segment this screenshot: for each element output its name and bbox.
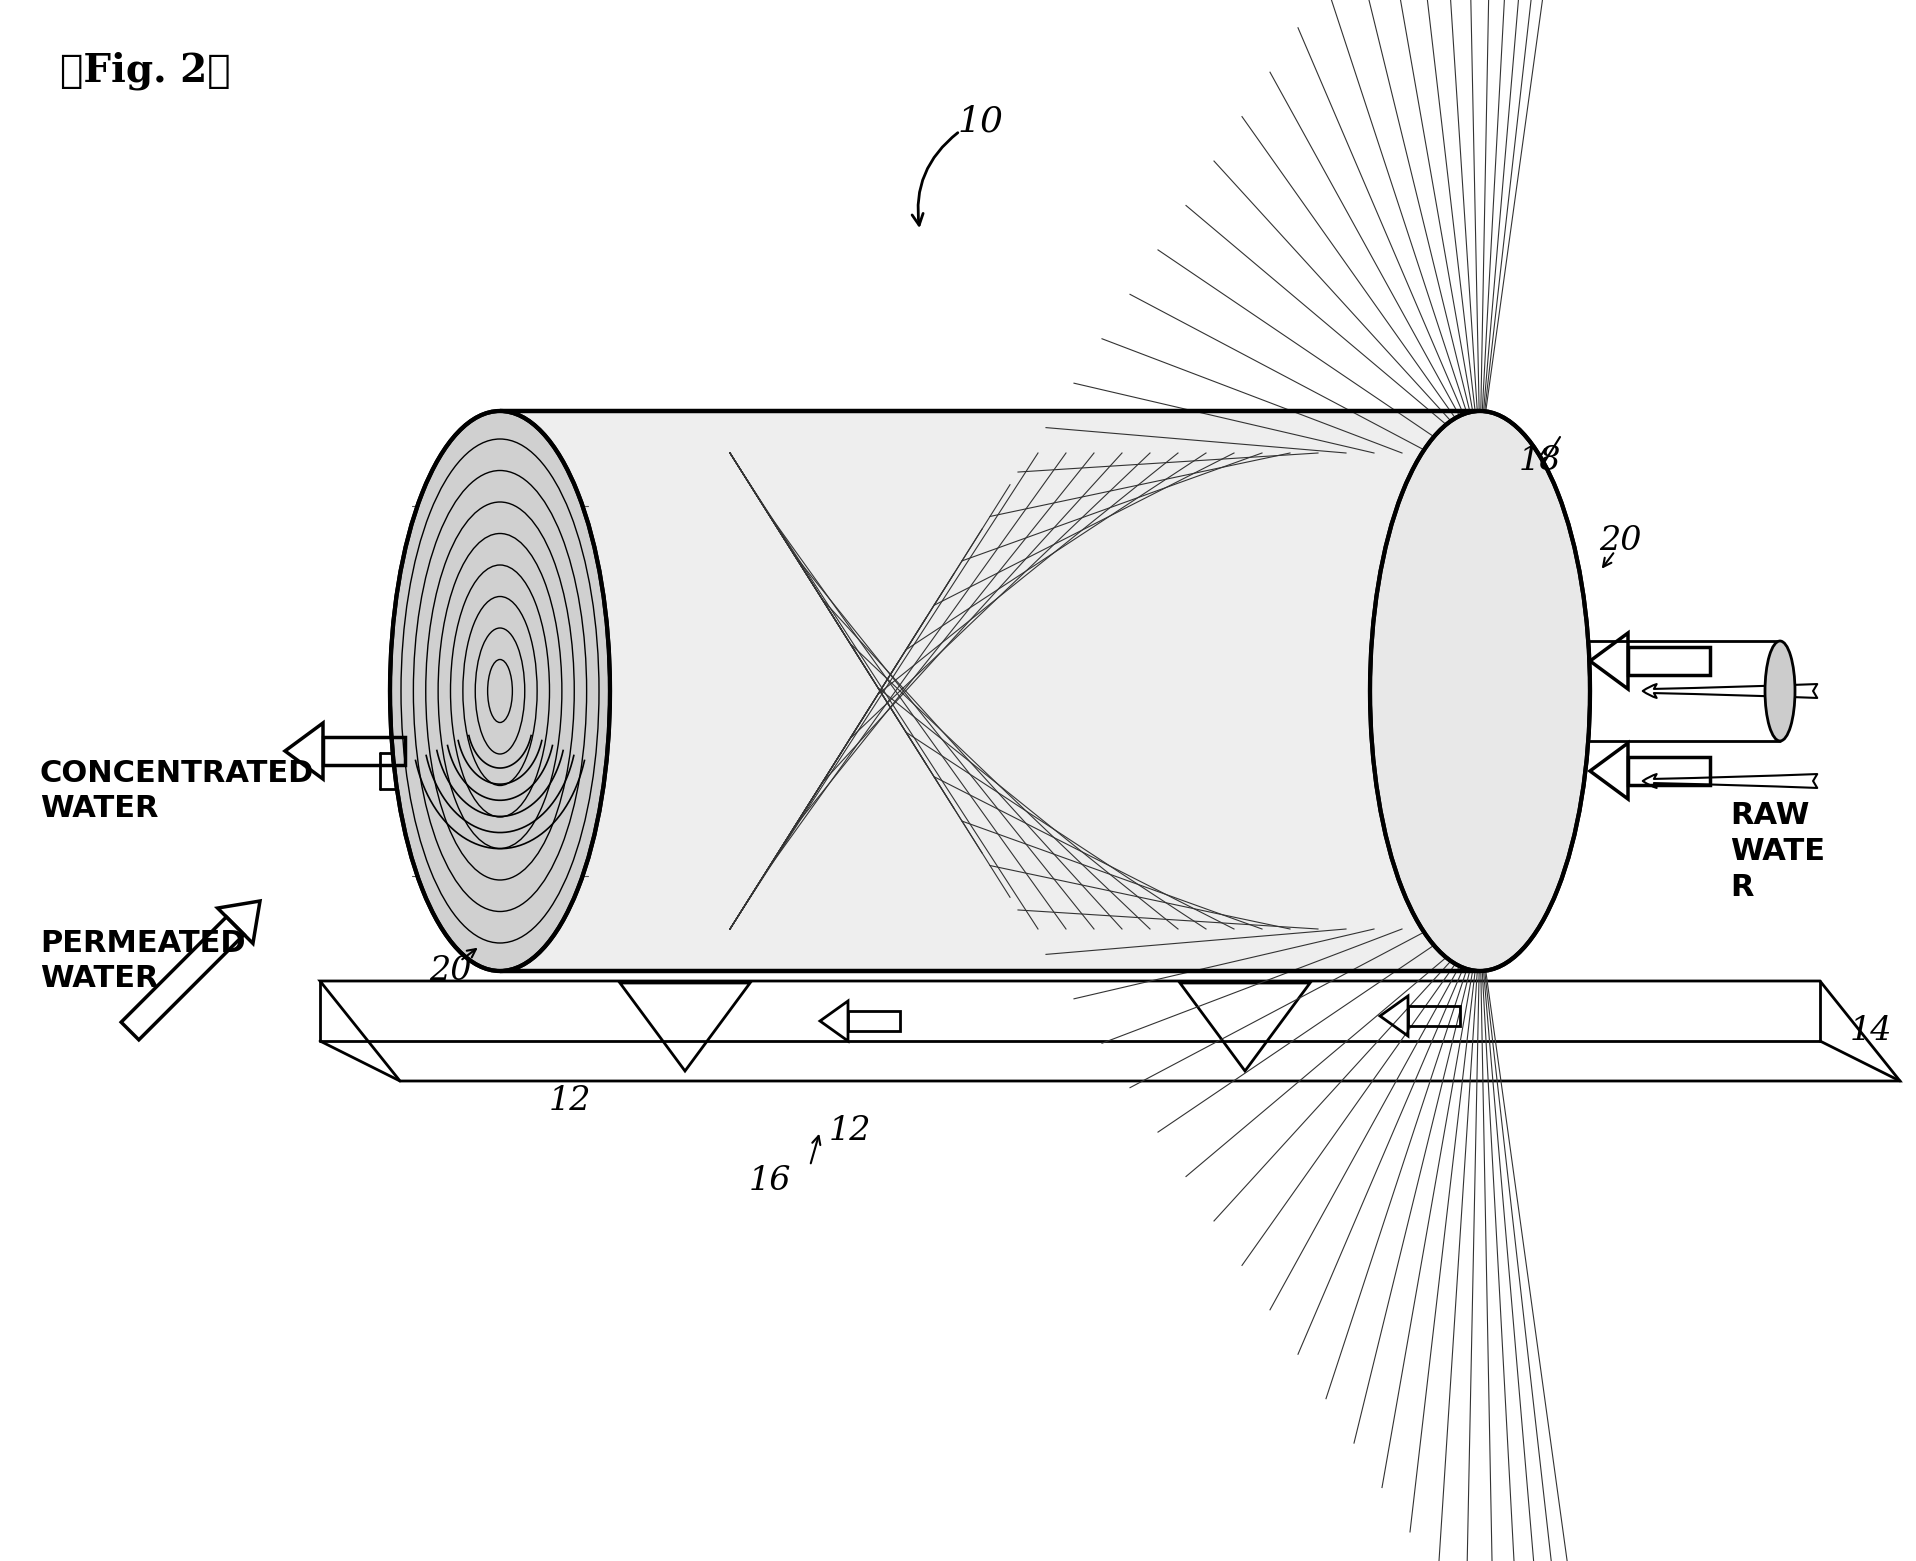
- Text: 【Fig. 2】: 【Fig. 2】: [59, 52, 230, 89]
- Text: 12: 12: [830, 1115, 872, 1147]
- Ellipse shape: [1765, 642, 1795, 741]
- Ellipse shape: [1370, 411, 1590, 971]
- Text: 14: 14: [1851, 1015, 1893, 1047]
- Text: 16: 16: [749, 1165, 791, 1197]
- Text: 20: 20: [429, 955, 471, 987]
- Text: CONCENTRATED
WATER: CONCENTRATED WATER: [40, 759, 314, 824]
- Text: 12: 12: [548, 1085, 592, 1118]
- Text: PERMEATED
WATER: PERMEATED WATER: [40, 929, 245, 993]
- Polygon shape: [500, 411, 1479, 971]
- Ellipse shape: [391, 411, 609, 971]
- Text: RAW
WATE
R: RAW WATE R: [1730, 801, 1826, 902]
- Text: 18: 18: [1519, 445, 1562, 478]
- Text: 20: 20: [1598, 524, 1642, 557]
- Text: 10: 10: [956, 105, 1002, 137]
